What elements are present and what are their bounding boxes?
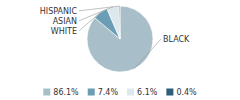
chart: WHITEASIANHISPANIC BLACK 86.1% 7.4% 6.1% 0.4% bbox=[0, 0, 240, 100]
legend-item: 86.1% bbox=[43, 88, 79, 97]
legend-label: 0.4% bbox=[176, 88, 197, 97]
legend-label: 6.1% bbox=[137, 88, 158, 97]
legend-item: 6.1% bbox=[127, 88, 158, 97]
legend: 86.1% 7.4% 6.1% 0.4% bbox=[43, 88, 197, 97]
legend-item: 0.4% bbox=[166, 88, 197, 97]
legend-swatch bbox=[88, 89, 95, 96]
legend-item: 7.4% bbox=[88, 88, 119, 97]
legend-label: 7.4% bbox=[98, 88, 119, 97]
pie-slice bbox=[87, 6, 153, 72]
leader-line bbox=[134, 39, 161, 69]
legend-swatch bbox=[166, 89, 173, 96]
legend-label: 86.1% bbox=[53, 88, 79, 97]
leader-line bbox=[79, 6, 120, 11]
leader-line bbox=[79, 13, 100, 31]
pie-slice bbox=[119, 6, 121, 39]
slice-label: ASIAN bbox=[53, 17, 77, 26]
slice-label: BLACK bbox=[163, 35, 190, 44]
pie-slice bbox=[107, 6, 120, 39]
slice-label: WHITE bbox=[51, 27, 77, 36]
annotations: WHITEASIANHISPANIC BLACK bbox=[40, 6, 190, 69]
slice-label: HISPANIC bbox=[40, 7, 78, 16]
pie bbox=[87, 6, 153, 72]
legend-swatch bbox=[43, 89, 50, 96]
legend-swatch bbox=[127, 89, 134, 96]
